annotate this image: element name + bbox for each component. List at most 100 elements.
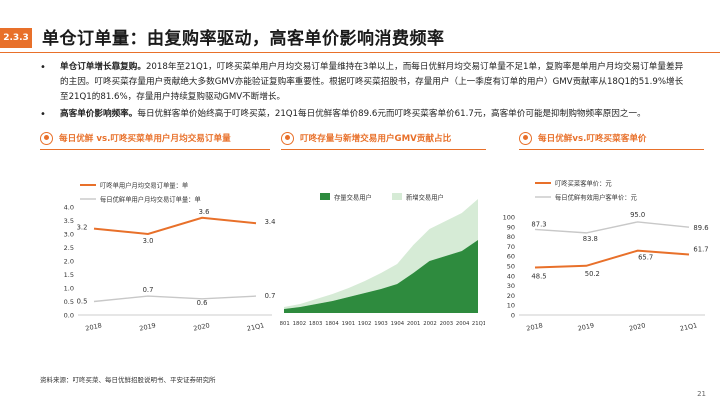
y-tick-label: 1.0	[64, 285, 74, 293]
bullet-text: 每日优鲜客单价始终高于叮咚买菜，21Q1每日优鲜客单价89.6元而叮咚买菜客单价…	[137, 109, 646, 119]
data-label: 0.5	[77, 298, 88, 306]
x-tick-label: 1804	[325, 321, 339, 327]
y-tick-label: 3.0	[64, 231, 74, 239]
y-tick-label: 1.5	[64, 271, 74, 279]
data-label: 0.6	[197, 299, 208, 307]
legend-label: 每日优鲜有效用户客单价：元	[555, 193, 638, 202]
source-note: 资料来源：叮咚买菜、每日优鲜招股说明书、平安证券研究所	[40, 376, 216, 384]
y-tick-label: 2.0	[64, 258, 74, 266]
x-tick-label: 1802	[293, 321, 306, 327]
legend-label: 新增交易用户	[406, 193, 444, 202]
chart-header-rule	[281, 149, 486, 150]
chart-header-rule	[40, 149, 270, 150]
x-tick-label: 1903	[374, 321, 387, 327]
x-tick-label: 21Q1	[679, 321, 698, 332]
data-label: 87.3	[531, 220, 546, 228]
y-tick-label: 0	[511, 312, 515, 320]
data-label: 3.4	[265, 218, 276, 226]
chart-header-label: 每日优鲜 vs.叮咚买菜单用户月均交易订单量	[59, 134, 231, 144]
chart-header-gmv: 叮咚存量与新增交易用户GMV贡献占比	[281, 131, 451, 145]
data-label: 48.5	[531, 272, 546, 280]
x-tick-label: 1801	[280, 321, 290, 327]
x-tick-label: 2003	[440, 321, 453, 327]
data-label: 0.7	[265, 292, 276, 300]
target-circle-icon	[519, 131, 532, 145]
y-tick-label: 40	[507, 272, 515, 280]
series-line-1	[93, 216, 257, 236]
y-tick-label: 50	[507, 263, 515, 271]
x-tick-label: 2004	[456, 321, 470, 327]
y-tick-label: 30	[507, 282, 515, 290]
data-label: 50.2	[585, 270, 600, 278]
x-tick-label: 2001	[407, 321, 420, 327]
y-tick-label: 4.0	[64, 204, 74, 212]
area-new-users	[284, 199, 478, 309]
y-tick-label: 0.5	[64, 298, 74, 306]
y-tick-label: 100	[503, 214, 515, 222]
y-tick-label: 60	[507, 253, 515, 261]
bullet-item: • 高客单价影响频率。每日优鲜客单价始终高于叮咚买菜，21Q1每日优鲜客单价89…	[40, 107, 690, 122]
y-tick-label: 10	[507, 302, 515, 310]
data-label: 0.7	[143, 286, 154, 294]
data-label: 83.8	[583, 235, 598, 243]
page-title: 单仓订单量：由复购率驱动，高客单价影响消费频率	[42, 29, 445, 49]
series-line-2	[534, 221, 690, 234]
bullet-heading: 单仓订单增长靠复购。	[60, 62, 146, 72]
y-tick-label: 80	[507, 233, 515, 241]
data-label: 95.0	[630, 211, 645, 219]
chart-header-label: 每日优鲜vs.叮咚买菜客单价	[538, 134, 647, 144]
x-tick-label: 2020	[628, 321, 646, 332]
x-tick-label: 21Q1	[246, 321, 265, 332]
x-tick-label: 2019	[139, 321, 157, 332]
x-tick-label: 21Q1	[472, 321, 485, 327]
gmv-area-chart: 存量交易用户 新增交易用户 1801180218031804190119021903…	[280, 193, 485, 328]
x-tick-label: 1904	[391, 321, 405, 327]
data-label: 3.2	[77, 224, 88, 232]
y-tick-label: 90	[507, 223, 515, 231]
legend-swatch	[320, 193, 330, 200]
bullet-list: • 单仓订单增长靠复购。2018年至21Q1，叮咚买菜单用户月均交易订单量维持在…	[40, 60, 690, 124]
bullet-dot-icon: •	[40, 62, 46, 73]
x-tick-label: 2018	[85, 321, 103, 332]
legend-label: 存量交易用户	[334, 193, 372, 202]
chart-header-label: 叮咚存量与新增交易用户GMV贡献占比	[300, 134, 452, 144]
title-divider	[0, 52, 720, 53]
data-label: 89.6	[693, 224, 708, 232]
chart-header-aov: 每日优鲜vs.叮咚买菜客单价	[519, 131, 647, 145]
legend-label: 叮咚单用户月均交易订单量：单	[100, 181, 188, 190]
legend-swatch	[392, 193, 402, 200]
section-number-badge: 2.3.3	[0, 28, 32, 48]
x-tick-label: 1901	[342, 321, 355, 327]
y-tick-label: 0.0	[64, 312, 74, 320]
legend-label: 每日优鲜单用户月均交易订单量：单	[100, 195, 201, 204]
x-tick-label: 1902	[358, 321, 371, 327]
x-tick-label: 2018	[526, 321, 544, 332]
page-number: 21	[697, 390, 706, 398]
area-existing-users	[284, 240, 478, 313]
data-label: 3.6	[199, 208, 210, 216]
y-tick-label: 20	[507, 292, 515, 300]
target-circle-icon	[40, 131, 53, 145]
legend-label: 叮咚买菜客单价：元	[555, 179, 612, 188]
data-label: 65.7	[638, 254, 653, 262]
x-tick-label: 2019	[577, 321, 595, 332]
x-tick-label: 2020	[193, 321, 211, 332]
y-tick-label: 2.5	[64, 244, 74, 252]
x-tick-label: 1803	[309, 321, 322, 327]
series-line-1	[534, 249, 690, 269]
chart-header-rule	[519, 149, 704, 150]
y-tick-label: 3.5	[64, 217, 74, 225]
series-line-2	[93, 295, 257, 303]
bullet-text: 2018年至21Q1，叮咚买菜单用户月均交易订单量维持在3单以上，而每日优鲜月均…	[60, 62, 684, 102]
target-circle-icon	[281, 131, 294, 145]
bullet-heading: 高客单价影响频率。	[60, 109, 138, 119]
chart-header-orders: 每日优鲜 vs.叮咚买菜单用户月均交易订单量	[40, 131, 231, 145]
bullet-dot-icon: •	[40, 109, 46, 120]
y-tick-label: 70	[507, 243, 515, 251]
bullet-item: • 单仓订单增长靠复购。2018年至21Q1，叮咚买菜单用户月均交易订单量维持在…	[40, 60, 690, 105]
data-label: 61.7	[693, 246, 708, 254]
data-label: 3.0	[143, 237, 154, 245]
x-tick-label: 2002	[423, 321, 436, 327]
